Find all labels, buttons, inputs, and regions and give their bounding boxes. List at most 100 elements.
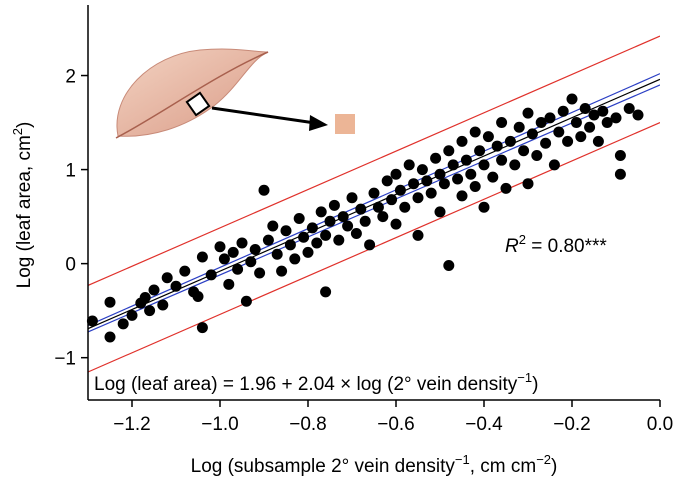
point <box>474 145 486 157</box>
point <box>496 117 508 129</box>
point <box>364 239 376 251</box>
x-tick-label: −0.6 <box>377 414 415 435</box>
leaf-illustration <box>115 48 355 139</box>
point <box>399 201 411 213</box>
y-tick-label: 2 <box>65 67 76 88</box>
point <box>562 135 574 147</box>
point <box>104 296 116 308</box>
point <box>425 187 437 199</box>
x-tick-label: −1.2 <box>113 414 151 435</box>
point <box>223 278 235 290</box>
point <box>390 218 402 230</box>
point <box>368 187 380 199</box>
point <box>575 131 587 143</box>
point <box>584 121 596 133</box>
x-label-part: ) <box>551 456 557 477</box>
point <box>478 159 490 171</box>
point <box>271 248 283 260</box>
point <box>548 159 560 171</box>
point <box>377 211 389 223</box>
point <box>196 251 208 263</box>
point <box>513 121 525 133</box>
point <box>465 168 477 180</box>
point <box>500 182 512 194</box>
point <box>86 315 98 327</box>
y-tick-label: 0 <box>65 255 76 276</box>
point <box>381 175 393 187</box>
equation-end: ) <box>532 374 538 395</box>
point <box>245 256 257 268</box>
point <box>240 295 252 307</box>
point <box>518 145 530 157</box>
point <box>328 199 340 211</box>
point <box>509 159 521 171</box>
point <box>262 234 274 246</box>
y-tick-label: −1 <box>54 349 76 370</box>
point <box>372 201 384 213</box>
point <box>227 246 239 258</box>
plot-area: −1 0 1 2 −1.2 −1.0 −0.8 −0.6 −0.4 −0.2 0.0 <box>54 5 673 435</box>
point <box>324 215 336 227</box>
point <box>359 215 371 227</box>
point <box>205 269 217 281</box>
point <box>412 192 424 204</box>
x-axis-label: Log (subsample 2° vein density−1, cm cm−… <box>191 452 558 477</box>
point <box>579 102 591 114</box>
arrow <box>211 106 316 125</box>
arrow-head <box>309 115 328 131</box>
point <box>337 211 349 223</box>
point <box>601 117 613 129</box>
point <box>632 109 644 121</box>
point <box>258 184 270 196</box>
point <box>311 237 323 249</box>
y-label-part: Log (leaf area, cm <box>14 135 35 288</box>
point <box>487 171 499 183</box>
y-label-part: ) <box>14 122 35 128</box>
y-axis-label: Log (leaf area, cm2) <box>10 122 35 289</box>
point <box>126 309 138 321</box>
point <box>482 131 494 143</box>
point <box>456 190 468 202</box>
point <box>214 241 226 253</box>
x-label-sup: −1 <box>455 452 470 467</box>
r2-r: R <box>505 236 519 257</box>
point <box>535 117 547 129</box>
equation-main: Log (leaf area) = 1.96 + 2.04 × log (2° … <box>94 374 518 395</box>
point <box>284 239 296 251</box>
point <box>289 253 301 265</box>
point <box>443 145 455 157</box>
point <box>192 291 204 303</box>
x-tick-label: −0.8 <box>289 414 327 435</box>
point <box>355 203 367 215</box>
fit-line <box>88 35 660 287</box>
point <box>346 192 358 204</box>
point <box>531 149 543 161</box>
point <box>236 237 248 249</box>
point <box>157 299 169 311</box>
point <box>566 93 578 105</box>
point <box>557 105 569 117</box>
point <box>232 263 244 275</box>
point <box>570 117 582 129</box>
point <box>408 178 420 190</box>
point <box>320 229 332 241</box>
x-label-part: Log (subsample 2° vein density <box>191 456 456 477</box>
point <box>469 126 481 138</box>
point <box>614 168 626 180</box>
subsample <box>335 114 355 134</box>
point <box>592 135 604 147</box>
r2-value: = 0.80*** <box>526 236 607 257</box>
point <box>306 222 318 234</box>
r2-annotation: R2 = 0.80*** <box>505 232 607 257</box>
point <box>394 184 406 196</box>
point <box>421 175 433 187</box>
point <box>456 135 468 147</box>
point <box>504 135 516 147</box>
point <box>249 244 261 256</box>
point <box>460 154 472 166</box>
point <box>254 267 266 279</box>
point <box>469 181 481 193</box>
equation-sup: −1 <box>517 370 532 385</box>
point <box>104 331 116 343</box>
